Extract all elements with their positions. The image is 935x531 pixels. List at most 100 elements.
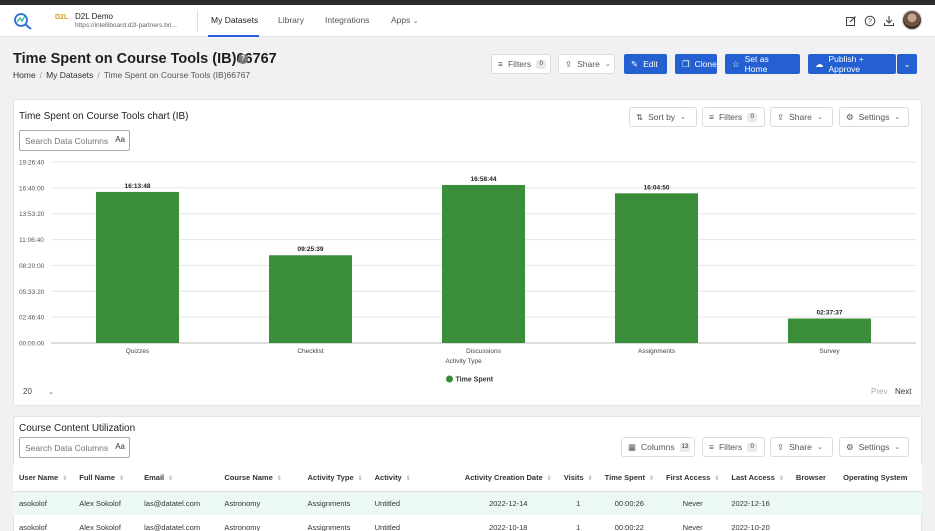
- brand-title: D2L Demo: [75, 12, 113, 21]
- chart-share-button[interactable]: ⇪ Share ⌄: [770, 107, 833, 127]
- share-icon: ⇪: [777, 111, 785, 122]
- column-header[interactable]: Time Spent ⇕: [598, 465, 660, 492]
- table-cell: 2022-10-20: [731, 522, 770, 531]
- brand-badge: D2L: [55, 14, 69, 21]
- filters-label: Filters: [507, 59, 532, 69]
- sort-by-button[interactable]: ⇅ Sort by ⌄: [629, 107, 697, 127]
- share-button[interactable]: ⇪ Share ⌄: [558, 54, 615, 74]
- table-cell: 2022-12-14: [458, 491, 558, 515]
- publish-options-button[interactable]: ⌄: [897, 54, 917, 74]
- bar: [441, 184, 526, 343]
- chart-share-label: Share: [789, 112, 812, 122]
- edit-icon[interactable]: [845, 15, 857, 27]
- svg-text:?: ?: [868, 19, 872, 26]
- sort-icon: ⇕: [587, 476, 593, 483]
- sort-icon: ⇕: [276, 476, 282, 483]
- publish-approve-button[interactable]: ☁ Publish + Approve: [808, 54, 896, 74]
- nav-tab-integrations[interactable]: Integrations: [325, 15, 370, 25]
- y-tick-label: 02:46:40: [19, 315, 45, 322]
- info-icon[interactable]: ?: [238, 54, 248, 64]
- nav-tab-apps[interactable]: Apps ⌄: [391, 15, 419, 25]
- table-row[interactable]: asokolof Alex Sokolof las@datatel.com Astro…: [13, 515, 922, 531]
- column-header[interactable]: First Access ⇕: [660, 465, 726, 492]
- edit-button[interactable]: ✎ Edit: [624, 54, 667, 74]
- breadcrumb: Home / My Datasets / Time Spent on Course To…: [13, 70, 251, 80]
- column-header[interactable]: Course Name ⇕: [218, 465, 302, 492]
- chart-filters-button[interactable]: ≡ Filters 0: [702, 107, 765, 127]
- gear-icon: ⚙: [846, 441, 854, 452]
- share-icon: ⇪: [565, 58, 573, 69]
- nav-tab-my-datasets[interactable]: My Datasets: [211, 15, 259, 25]
- x-tick-label: Assignments: [638, 348, 676, 355]
- breadcrumb-my-datasets[interactable]: My Datasets: [46, 70, 94, 80]
- column-header-label: Operating System: [843, 473, 908, 483]
- y-tick-label: 13:53:20: [19, 211, 45, 218]
- chart-card-title: Time Spent on Course Tools chart (IB): [19, 111, 189, 122]
- column-header[interactable]: Email ⇕: [138, 465, 219, 492]
- x-axis-label: Activity Type: [445, 358, 482, 365]
- next-page-button[interactable]: Next: [895, 387, 912, 396]
- breadcrumb-current: Time Spent on Course Tools (IB)66767: [103, 70, 251, 80]
- match-case-toggle[interactable]: Aa: [115, 135, 125, 144]
- chevron-down-icon: ⌄: [894, 114, 901, 121]
- legend-label: Time Spent: [456, 377, 494, 384]
- table-search-input[interactable]: [25, 443, 110, 453]
- table-filters-button[interactable]: ≡ Filters 0: [702, 437, 765, 457]
- table-share-button[interactable]: ⇪ Share ⌄: [770, 437, 833, 457]
- column-header[interactable]: Activity ⇕: [368, 465, 459, 492]
- prev-page-button[interactable]: Prev: [871, 387, 888, 396]
- chart-settings-label: Settings: [858, 112, 890, 122]
- column-header[interactable]: Last Access ⇕: [725, 465, 790, 492]
- chart-filters-count-badge: 0: [747, 112, 758, 122]
- clone-button[interactable]: ❐ Clone: [675, 54, 717, 74]
- user-avatar[interactable]: [902, 10, 922, 30]
- data-label: 16:04:50: [643, 184, 669, 191]
- table-cell: Untitled: [368, 491, 459, 515]
- sort-icon: ⇕: [357, 476, 363, 483]
- column-header[interactable]: Visits ⇕: [557, 465, 599, 492]
- sort-by-label: Sort by: [648, 112, 676, 122]
- column-header[interactable]: User Name ⇕: [13, 465, 74, 492]
- table-cell: Assignments: [307, 522, 351, 531]
- top-strip: [0, 0, 935, 5]
- sort-icon: ⇕: [714, 476, 720, 483]
- table-row[interactable]: asokolof Alex Sokolof las@datatel.com Astro…: [13, 491, 922, 515]
- table-share-label: Share: [789, 442, 812, 452]
- column-header[interactable]: Full Name ⇕: [73, 465, 139, 492]
- filters-button[interactable]: ≡ Filters 0: [491, 54, 551, 74]
- help-circle-icon[interactable]: ?: [864, 15, 876, 27]
- chart-settings-button[interactable]: ⚙ Settings ⌄: [839, 107, 909, 127]
- data-label: 16:13:48: [124, 183, 150, 190]
- table-cell: Assignments: [301, 491, 369, 515]
- chart-search-input[interactable]: [25, 136, 110, 146]
- star-icon: ☆: [732, 58, 740, 69]
- set-as-home-button[interactable]: ☆ Set as Home: [725, 54, 800, 74]
- download-icon[interactable]: [883, 15, 895, 27]
- breadcrumb-home[interactable]: Home: [13, 70, 36, 80]
- chevron-down-icon: ⌄: [816, 114, 823, 121]
- table-settings-button[interactable]: ⚙ Settings ⌄: [839, 437, 909, 457]
- column-header[interactable]: Activity Type ⇕: [301, 465, 369, 492]
- column-header[interactable]: Browser: [789, 465, 838, 492]
- filters-count-badge: 0: [536, 59, 547, 69]
- table-cell: asokolof: [19, 522, 47, 531]
- intelliboard-logo-icon[interactable]: [12, 12, 34, 30]
- column-header-label: Course Name: [224, 473, 273, 483]
- y-tick-label: 05:33:20: [19, 289, 45, 296]
- nav-tab-library[interactable]: Library: [278, 15, 304, 25]
- column-header[interactable]: Operating System: [837, 465, 922, 492]
- column-header[interactable]: Activity Creation Date ⇕: [458, 465, 558, 492]
- y-tick-label: 08:20:00: [19, 263, 45, 270]
- legend-swatch: [446, 375, 453, 383]
- columns-button[interactable]: ▦ Columns 13: [621, 437, 695, 457]
- chevron-down-icon: ⌄: [816, 444, 823, 451]
- column-header-label: Visits: [563, 473, 584, 483]
- publish-icon: ☁: [815, 58, 824, 69]
- columns-icon: ▦: [628, 441, 637, 452]
- publish-approve-label: Publish + Approve: [828, 54, 864, 74]
- column-header-label: Time Spent: [604, 473, 645, 483]
- match-case-toggle[interactable]: Aa: [115, 442, 125, 451]
- filter-icon: ≡: [709, 112, 714, 122]
- table-filters-label: Filters: [718, 442, 743, 452]
- page-size-select[interactable]: 20 ⌄: [23, 387, 54, 396]
